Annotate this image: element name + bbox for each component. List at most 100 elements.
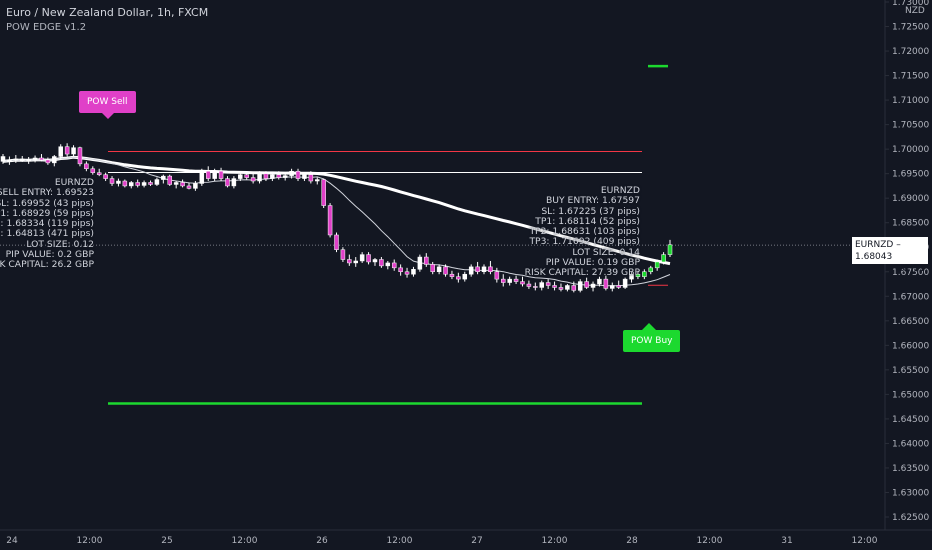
y-tick-label: 1.64500 — [892, 415, 929, 425]
candle-body — [218, 170, 224, 179]
candle-body — [148, 182, 153, 185]
trade-info-line: TP1: 1.68114 (52 pips) — [535, 215, 640, 227]
bar-countdown: 31:11 — [899, 264, 925, 274]
candle-body — [225, 178, 230, 187]
candle-body — [250, 177, 256, 182]
y-tick-label: 1.69500 — [892, 170, 929, 180]
candles — [0, 143, 673, 293]
candle-body — [385, 262, 391, 267]
indicator-name[interactable]: POW EDGE v1.2 — [6, 22, 87, 33]
candle-body — [520, 281, 525, 285]
y-tick-label: 1.66500 — [892, 317, 929, 327]
y-tick-label: 1.62500 — [892, 513, 929, 523]
candle-body — [533, 286, 538, 288]
candle-body — [321, 179, 326, 206]
candle-body — [359, 254, 365, 262]
candle-body — [302, 174, 307, 179]
candle-body — [141, 182, 147, 186]
y-tick-label: 1.68500 — [892, 219, 929, 229]
candle-body — [526, 283, 532, 287]
candle-body — [475, 266, 480, 273]
candle-body — [391, 262, 397, 269]
slow-moving-average — [2, 155, 671, 266]
candle-body — [411, 269, 416, 275]
candle-body — [167, 175, 172, 185]
candle-body — [603, 278, 609, 289]
x-tick-label: 24 — [6, 536, 18, 546]
x-tick-label: 12:00 — [542, 536, 568, 546]
x-tick-label: 28 — [626, 536, 638, 546]
y-tick-label: 1.73000 — [892, 0, 929, 8]
y-tick-label: 1.71000 — [892, 96, 929, 106]
trade-info-line: PIP VALUE: 0.2 GBP — [5, 249, 94, 261]
candle-body — [398, 267, 403, 273]
candle-body — [513, 278, 519, 282]
candle-body — [173, 182, 179, 185]
candle-body — [186, 185, 192, 189]
fast-moving-average — [2, 156, 671, 287]
candle-body — [154, 179, 160, 185]
trade-info-line: PIP VALUE: 0.19 GBP — [545, 257, 640, 269]
candle-body — [71, 147, 76, 155]
trade-info-line: BUY ENTRY: 1.67597 — [545, 195, 640, 207]
candle-body — [417, 256, 423, 270]
candle-body — [494, 271, 500, 280]
candle-body — [96, 172, 102, 175]
trade-info-line: SL: 1.67225 (37 pips) — [541, 205, 640, 217]
candle-body — [558, 287, 564, 290]
y-tick-label: 1.71500 — [892, 72, 929, 82]
candle-body — [32, 157, 38, 161]
y-tick-label: 1.63500 — [892, 464, 929, 474]
candle-body — [282, 175, 288, 178]
candle-body — [116, 180, 121, 184]
trade-info-line: TP3: 1.64813 (471 pips) — [0, 228, 94, 240]
buy-trade-info: EURNZD BUY ENTRY: 1.67597 SL: 1.67225 (37 … — [525, 185, 640, 279]
moving-averages — [2, 155, 671, 287]
candle-body — [135, 182, 140, 186]
candle-body — [629, 273, 634, 280]
x-tick-label: 12:00 — [387, 536, 413, 546]
candle-body — [26, 159, 31, 162]
candle-body — [263, 173, 269, 179]
y-tick-label: 1.70500 — [892, 121, 929, 131]
candle-body — [404, 271, 410, 275]
candle-body — [77, 147, 83, 165]
candle-body — [616, 285, 621, 288]
trade-info-line: TP2: 1.68631 (103 pips) — [529, 226, 640, 238]
candle-body — [13, 158, 19, 161]
candle-body — [231, 178, 237, 187]
candle-body — [661, 254, 666, 263]
candle-body — [347, 259, 352, 264]
x-tick-label: 31 — [781, 536, 792, 546]
candle-body — [507, 278, 512, 283]
y-tick-label: 1.72000 — [892, 47, 929, 57]
trade-info-line: LOT SIZE: 0.12 — [26, 238, 94, 250]
candle-body — [257, 173, 262, 182]
price-symbol: EURNZD — [855, 240, 894, 250]
candle-body — [436, 266, 442, 273]
candle-body — [7, 159, 12, 162]
candle-body — [308, 174, 314, 182]
candle-body — [539, 282, 544, 288]
y-tick-label: 1.64000 — [892, 439, 929, 449]
x-tick-label: 12:00 — [697, 536, 723, 546]
candle-body — [648, 267, 654, 273]
candle-body — [635, 273, 641, 277]
candle-body — [622, 278, 628, 288]
candle-body — [244, 174, 249, 178]
chart-title[interactable]: Euro / New Zealand Dollar, 1h, FXCM — [6, 6, 209, 19]
candle-body — [379, 259, 384, 267]
candle-body — [315, 179, 320, 182]
candle-body — [122, 180, 128, 187]
y-tick-label: 1.63000 — [892, 488, 929, 498]
candle-body — [577, 281, 583, 291]
candle-body — [552, 285, 557, 288]
candle-body — [372, 259, 378, 263]
x-tick-label: 12:00 — [232, 536, 258, 546]
candle-body — [590, 283, 596, 288]
candle-body — [366, 254, 371, 263]
level-lines — [0, 64, 885, 405]
pow-sell-signal: POW Sell — [79, 91, 136, 119]
candle-body — [327, 205, 333, 236]
